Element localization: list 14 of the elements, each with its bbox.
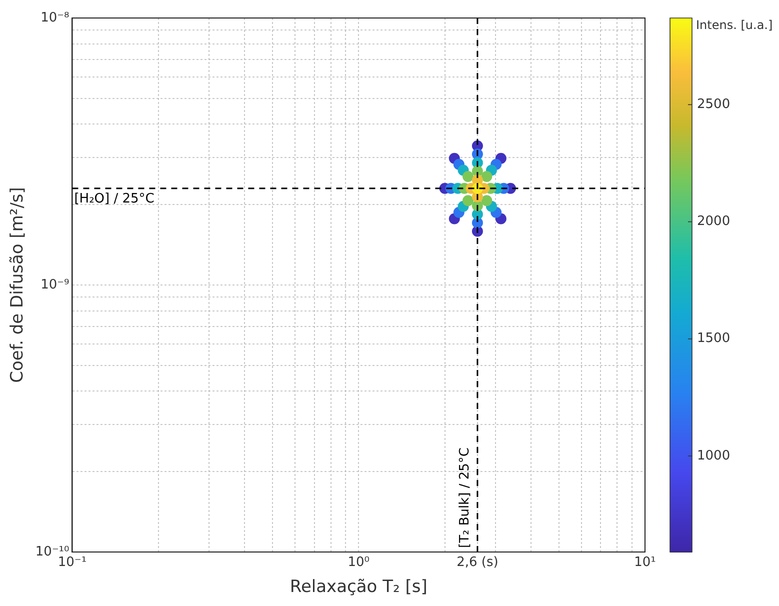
color-bar-label: 2500: [697, 97, 730, 112]
color-bar-label: 1500: [697, 331, 730, 346]
x-tick-label: 10¹: [634, 555, 656, 570]
y-tick-label: 10⁻⁹: [40, 277, 70, 292]
x-tick-label: 10⁰: [348, 555, 370, 570]
color-bar-title: Intens. [u.a.]: [696, 18, 773, 32]
ref-line-label: [T₂ Bulk] / 25°C: [457, 448, 472, 548]
color-bar-label: 1000: [697, 448, 730, 464]
y-tick-label: 10⁻⁸: [40, 10, 70, 26]
x-axis-title: Relaxação T₂ [s]: [290, 577, 428, 598]
x-tick-label: 2,6 (s): [456, 555, 498, 570]
color-bar-label: 2000: [697, 214, 730, 230]
y-axis-title: Coef. de Difusão [m²/s]: [8, 187, 28, 383]
ref-line-label: [H₂O] / 25°C: [74, 191, 154, 206]
